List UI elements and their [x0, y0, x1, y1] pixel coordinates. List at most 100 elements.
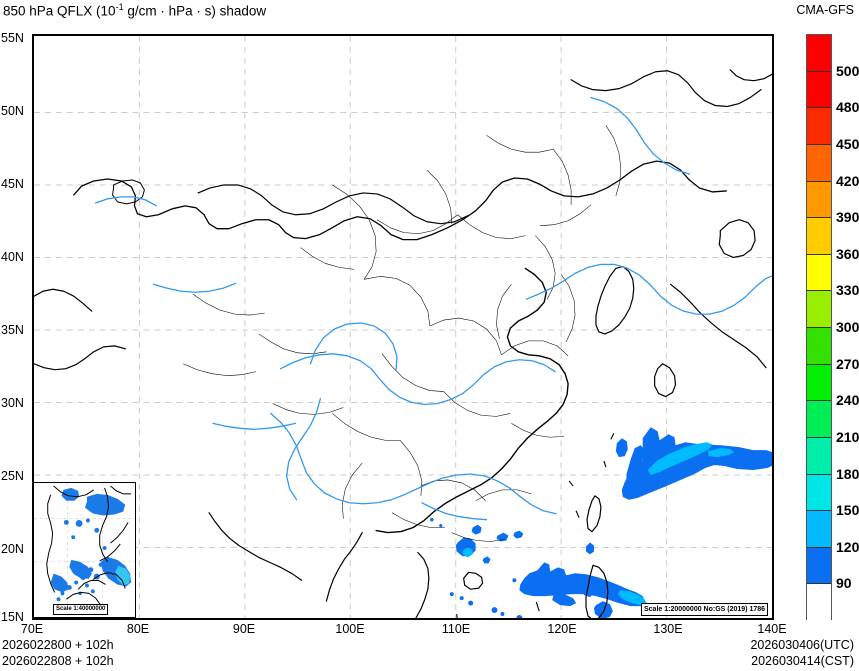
- footer-valid-time-utc: 2026030406(UTC): [750, 638, 854, 652]
- river-yellow-loop: [309, 322, 398, 371]
- grid-lines: [34, 36, 772, 618]
- inset-map-canvas: [34, 483, 135, 617]
- x-tick-90e: 90E: [232, 622, 256, 636]
- y-tick-25n: 25N: [1, 469, 24, 483]
- colorbar-cell-330[interactable]: [807, 254, 831, 292]
- colorbar-cell-480[interactable]: [807, 71, 831, 109]
- colorbar-label-450: 450: [836, 135, 859, 152]
- river-yangtze-upper: [285, 397, 322, 501]
- map-canvas: [34, 36, 772, 618]
- china-east-coast: [375, 267, 569, 534]
- mongolia-border: [197, 184, 469, 225]
- colorbar-label-180: 180: [836, 465, 859, 482]
- colorbar-label-420: 420: [836, 172, 859, 189]
- colorbar-label-210: 210: [836, 428, 859, 445]
- japan-kyushu: [654, 363, 677, 398]
- colorbar-cell-300[interactable]: [807, 291, 831, 328]
- colorbar-cell-210[interactable]: [807, 401, 831, 438]
- colorbar[interactable]: [806, 34, 832, 621]
- colorbar-cell-90[interactable]: [807, 547, 831, 585]
- x-tick-70e: 70E: [20, 622, 44, 636]
- misc-islands: [456, 433, 615, 618]
- shade-scs-core: [617, 590, 647, 606]
- colorbar-label-500: 500: [836, 62, 859, 79]
- colorbar-label-240: 240: [836, 392, 859, 409]
- colorbar-label-150: 150: [836, 502, 859, 519]
- x-tick-110e: 110E: [441, 622, 471, 636]
- colorbar-cell-120[interactable]: [807, 511, 831, 548]
- colorbar-cell-180[interactable]: [807, 437, 831, 475]
- far-northeast-coast: [729, 69, 772, 82]
- river-amur: [525, 263, 772, 315]
- colorbar-cell-500[interactable]: [807, 35, 831, 72]
- colorbar-cell-240[interactable]: [807, 364, 831, 402]
- indochina-coast: [415, 551, 430, 618]
- inset-map-south-china-sea[interactable]: Scale 1:40000000: [33, 482, 136, 618]
- y-tick-30n: 30N: [1, 396, 24, 410]
- title-exponent: -1: [115, 2, 124, 12]
- colorbar-cell-150[interactable]: [807, 474, 831, 512]
- shade-scs-outer: [519, 562, 646, 607]
- river-tsangpo: [212, 422, 297, 430]
- korea-peninsula: [595, 265, 635, 335]
- inset-shading-light: [115, 565, 131, 586]
- y-tick-50n: 50N: [1, 104, 24, 118]
- hainan-island: [463, 571, 484, 590]
- colorbar-cell-270[interactable]: [807, 328, 831, 365]
- river-layer: [95, 96, 772, 521]
- qflx-shading: [430, 427, 772, 618]
- footer-init-time-cst: 2026022808 + 102h: [2, 654, 114, 668]
- indochina-west: [325, 531, 363, 602]
- shade-coast-b: [496, 532, 509, 542]
- japan-honshu: [669, 283, 767, 369]
- shade-luzon-a: [593, 601, 613, 618]
- shade-scattered-dots: [430, 517, 549, 618]
- colorbar-cell-below-min[interactable]: [807, 584, 831, 621]
- shade-hainan-e: [482, 556, 491, 564]
- x-tick-140e: 140E: [757, 622, 787, 636]
- colorbar-cell-390[interactable]: [807, 181, 831, 219]
- colorbar-label-90: 90: [836, 575, 852, 592]
- title-main: 850 hPa QFLX (10: [3, 3, 116, 19]
- colorbar-label-390: 390: [836, 209, 859, 226]
- title-rest: g/cm · hPa · s) shadow: [123, 3, 267, 19]
- shade-scs-lobe: [552, 592, 577, 607]
- china-national-border: [73, 160, 727, 241]
- luzon-island: [585, 564, 609, 618]
- colorbar-label-360: 360: [836, 245, 859, 262]
- colorbar-label-120: 120: [836, 538, 859, 555]
- inset-scale-legend: Scale 1:40000000: [53, 604, 109, 615]
- shade-guangdong-a: [471, 524, 482, 535]
- colorbar-cell-420[interactable]: [807, 144, 831, 182]
- y-tick-40n: 40N: [1, 250, 24, 264]
- x-tick-130e: 130E: [653, 622, 683, 636]
- south-asia-coast: [208, 512, 303, 581]
- northeast-border: [570, 70, 762, 108]
- shade-beibu-core: [462, 547, 473, 558]
- colorbar-cell-360[interactable]: [807, 218, 831, 255]
- x-tick-100e: 100E: [335, 622, 365, 636]
- y-tick-45n: 45N: [1, 177, 24, 191]
- river-songhua: [590, 96, 691, 175]
- colorbar-label-330: 330: [836, 282, 859, 299]
- y-tick-35n: 35N: [1, 323, 24, 337]
- colorbar-cell-450[interactable]: [807, 108, 831, 145]
- river-tarim: [152, 282, 237, 293]
- map-plot-area[interactable]: Scale 1:20000000 No:GS (2019) 1786: [32, 34, 774, 620]
- west-landmass-2: [34, 288, 93, 312]
- y-tick-20n: 20N: [1, 542, 24, 556]
- river-yellow: [280, 353, 556, 406]
- colorbar-label-480: 480: [836, 99, 859, 116]
- footer-valid-time-cst: 2026030414(CST): [751, 654, 854, 668]
- japan-hokkaido: [718, 219, 756, 259]
- shade-luzon-c: [586, 542, 594, 555]
- shade-pacific-tail: [625, 445, 645, 490]
- inset-shading: [50, 487, 132, 602]
- lake-balkhash: [112, 179, 145, 205]
- shade-pacific-blob-small: [615, 438, 628, 458]
- taiwan-island: [586, 495, 602, 533]
- x-tick-120e: 120E: [547, 622, 577, 636]
- shade-coast-c: [513, 530, 524, 539]
- shade-pacific-outer: [621, 427, 772, 500]
- map-scale-legend: Scale 1:20000000 No:GS (2019) 1786: [641, 603, 769, 616]
